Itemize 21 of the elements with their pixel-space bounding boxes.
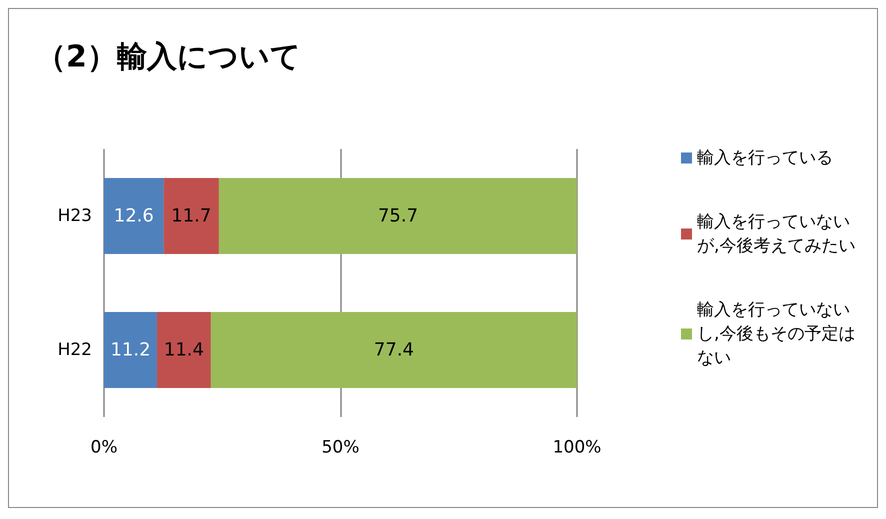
legend-label: 輸入を行っている <box>697 148 833 168</box>
bar <box>164 178 219 254</box>
bar <box>210 312 577 388</box>
chart-title: （2）輸入について <box>36 40 301 74</box>
bar <box>104 178 164 254</box>
x-tick-label: 100% <box>552 438 602 458</box>
bar <box>218 178 577 254</box>
data-label: 11.2 <box>110 340 151 360</box>
data-label: 11.4 <box>164 340 204 360</box>
legend-label: 輸入を行っていないし,今後もその予定はない <box>697 300 856 368</box>
x-tick-label: 50% <box>322 438 360 458</box>
y-tick-label: H23 <box>58 206 92 226</box>
data-label: 77.4 <box>374 340 414 360</box>
x-tick-label: 0% <box>90 438 118 458</box>
legend-label: 輸入を行っていないが,今後考えてみたい <box>697 212 856 256</box>
data-label: 11.7 <box>171 206 212 226</box>
bar <box>104 312 157 388</box>
y-tick-label: H22 <box>58 340 92 360</box>
data-label: 12.6 <box>114 206 154 226</box>
bar <box>156 312 211 388</box>
data-label: 75.7 <box>378 206 418 226</box>
